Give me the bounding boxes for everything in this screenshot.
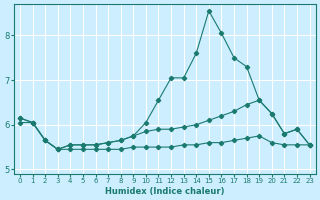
X-axis label: Humidex (Indice chaleur): Humidex (Indice chaleur): [105, 187, 225, 196]
